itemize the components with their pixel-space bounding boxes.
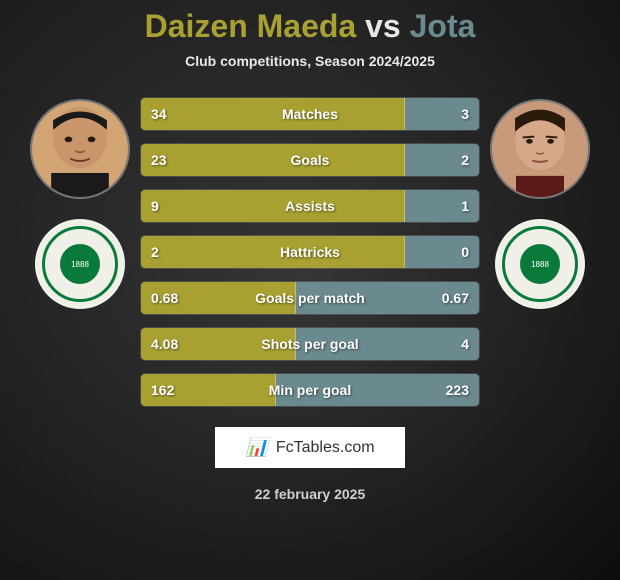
stat-right-value: 3 — [405, 98, 479, 130]
footer-brand: 📊 FcTables.com — [215, 427, 404, 468]
stat-bar: 4.084Shots per goal — [140, 327, 480, 361]
stat-bar: 91 Assists — [140, 189, 480, 223]
stat-left-value: 9 — [141, 190, 405, 222]
stat-right-value: 0 — [405, 236, 479, 268]
stat-left-value: 2 — [141, 236, 405, 268]
stat-bar: 232 Goals — [140, 143, 480, 177]
stat-bar: 0.680.67Goals per match — [140, 281, 480, 315]
stat-label: Shots per goal — [261, 336, 358, 352]
player2-avatar — [490, 99, 590, 199]
stat-label: Assists — [285, 198, 335, 214]
stat-label: Goals — [291, 152, 330, 168]
chart-icon: 📊 — [245, 437, 267, 458]
stat-right-value: 2 — [405, 144, 479, 176]
subtitle: Club competitions, Season 2024/2025 — [185, 53, 435, 69]
player1-name: Daizen Maeda — [145, 8, 357, 44]
player1-club-badge: 1888 — [35, 219, 125, 309]
stat-label: Goals per match — [255, 290, 365, 306]
vs-text: vs — [365, 8, 401, 44]
player2-name: Jota — [410, 8, 476, 44]
stat-label: Matches — [282, 106, 338, 122]
stat-left-value: 34 — [141, 98, 405, 130]
stat-label: Min per goal — [269, 382, 351, 398]
player2-club-badge: 1888 — [495, 219, 585, 309]
stat-bars-column: 343Matches232Goals91Assists20Hattricks0.… — [140, 89, 480, 407]
brand-text: FcTables.com — [276, 439, 375, 457]
stat-bar: 162223Min per goal — [140, 373, 480, 407]
player1-avatar — [30, 99, 130, 199]
club-year: 1888 — [531, 260, 549, 269]
player1-column: 1888 — [30, 89, 130, 309]
stat-label: Hattricks — [280, 244, 340, 260]
stat-bar: 343 Matches — [140, 97, 480, 131]
stat-right-value: 1 — [405, 190, 479, 222]
stat-left-value: 23 — [141, 144, 405, 176]
club-year: 1888 — [71, 260, 89, 269]
stat-bar: 20 Hattricks — [140, 235, 480, 269]
player2-column: 1888 — [490, 89, 590, 309]
comparison-title: Daizen Maeda vs Jota — [145, 8, 476, 45]
comparison-row: 1888 343Matches232Goals91Assists20Hattri… — [0, 89, 620, 407]
stat-left-value: 162 — [141, 374, 276, 406]
footer-date: 22 february 2025 — [255, 486, 366, 502]
